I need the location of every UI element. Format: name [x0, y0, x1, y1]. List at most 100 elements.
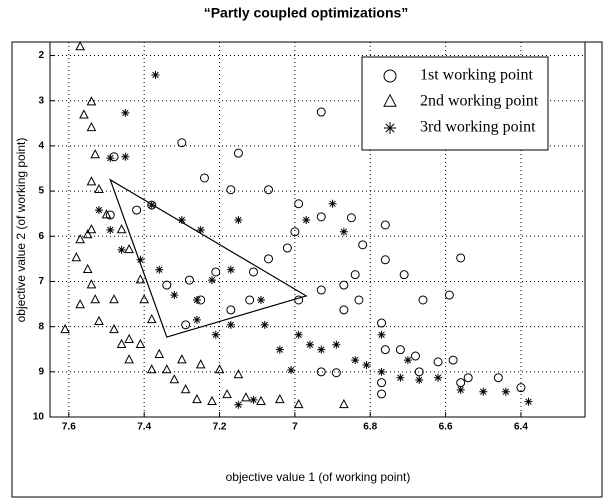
circle-marker	[245, 295, 255, 305]
y-tick-label: 2	[38, 50, 44, 61]
x-axis-label: objective value 1 (of working point)	[226, 470, 411, 484]
circle-marker	[316, 212, 326, 222]
triangle-marker	[135, 274, 146, 284]
circle-marker	[346, 213, 356, 223]
triangle-marker	[214, 364, 225, 374]
triangle-marker	[139, 294, 150, 304]
triangle-marker	[101, 209, 112, 219]
triangle-marker	[207, 395, 217, 405]
legend-label: 3rd working point	[420, 119, 536, 136]
circle-marker	[418, 295, 428, 305]
circle-marker	[132, 205, 142, 215]
circle-marker	[377, 378, 387, 388]
x-tick-label: 7.2	[213, 422, 227, 433]
legend-marker	[383, 69, 397, 83]
circle-marker	[395, 345, 405, 355]
star-marker	[328, 199, 337, 208]
circle-marker	[199, 173, 209, 183]
star-marker	[339, 227, 348, 236]
y-tick-label: 6	[38, 231, 44, 242]
legend-label: 2nd working point	[420, 93, 539, 110]
y-tick-label: 5	[38, 186, 44, 197]
star-marker	[192, 295, 201, 304]
triangle-marker	[124, 243, 134, 254]
star-marker	[211, 330, 220, 339]
star-marker	[332, 340, 341, 349]
circle-marker	[377, 318, 387, 328]
star-marker	[260, 320, 269, 329]
triangle-marker	[90, 149, 101, 159]
circle-marker	[290, 227, 300, 237]
circle-marker	[456, 378, 466, 388]
star-marker	[208, 276, 217, 285]
star-marker	[256, 295, 265, 304]
star-marker	[121, 108, 130, 117]
circle-marker	[399, 270, 409, 280]
circle-marker	[177, 138, 187, 148]
triangle-marker	[75, 299, 85, 309]
star-marker	[317, 345, 326, 354]
triangle-marker	[86, 224, 97, 234]
star-marker	[294, 330, 303, 339]
circle-marker	[493, 373, 503, 383]
x-tick-label: 6.4	[514, 422, 528, 433]
y-tick-label: 8	[38, 321, 44, 332]
circle-marker	[339, 280, 349, 290]
star-marker	[106, 225, 115, 234]
circle-marker	[226, 305, 236, 315]
circle-marker	[358, 240, 368, 250]
star-marker	[147, 201, 156, 210]
circle-marker	[105, 210, 115, 220]
triangle-marker	[94, 183, 104, 194]
triangle-marker	[109, 294, 119, 304]
star-marker	[351, 356, 360, 365]
circle-marker	[162, 280, 172, 290]
star-marker	[275, 345, 284, 354]
star-marker	[434, 373, 443, 382]
star-marker	[196, 225, 205, 234]
star-marker	[234, 216, 243, 225]
circle-marker	[233, 148, 243, 158]
circle-marker	[463, 373, 473, 383]
triangle-marker	[177, 354, 187, 364]
circle-marker	[339, 305, 349, 315]
circle-marker	[380, 345, 390, 355]
y-tick-label: 9	[38, 366, 44, 377]
circle-marker	[211, 267, 221, 277]
circle-marker	[226, 185, 236, 195]
star-marker	[226, 320, 235, 329]
star-marker	[479, 387, 488, 396]
legend-label: 1st working point	[420, 67, 533, 84]
y-axis-label: objective value 2 (of working point)	[14, 138, 28, 323]
star-marker	[226, 265, 235, 274]
star-marker	[170, 291, 179, 300]
plot-area	[49, 41, 586, 418]
triangle-marker	[169, 374, 180, 384]
triangle-marker	[135, 338, 146, 349]
star-marker	[136, 255, 145, 264]
circle-marker	[380, 220, 390, 230]
x-tick-label: 6.8	[363, 422, 377, 433]
triangle-marker	[256, 395, 266, 405]
triangle-marker	[86, 176, 97, 186]
star-marker	[362, 361, 371, 370]
triangle-marker	[241, 392, 251, 402]
star-marker	[106, 154, 115, 163]
circle-marker	[316, 107, 326, 117]
star-marker	[456, 385, 465, 394]
triangle-marker	[146, 364, 157, 374]
circle-marker	[410, 351, 420, 361]
circle-marker	[414, 367, 424, 377]
star-marker	[249, 395, 258, 404]
star-marker	[151, 70, 160, 79]
circle-marker	[282, 243, 292, 253]
triangle-marker	[82, 229, 93, 239]
triangle-marker	[90, 294, 101, 304]
triangle-marker	[71, 252, 82, 262]
circle-marker	[248, 267, 258, 277]
triangle-marker	[180, 384, 191, 394]
star-marker	[177, 216, 186, 225]
triangle-marker	[60, 323, 70, 334]
legend-box	[361, 56, 549, 151]
